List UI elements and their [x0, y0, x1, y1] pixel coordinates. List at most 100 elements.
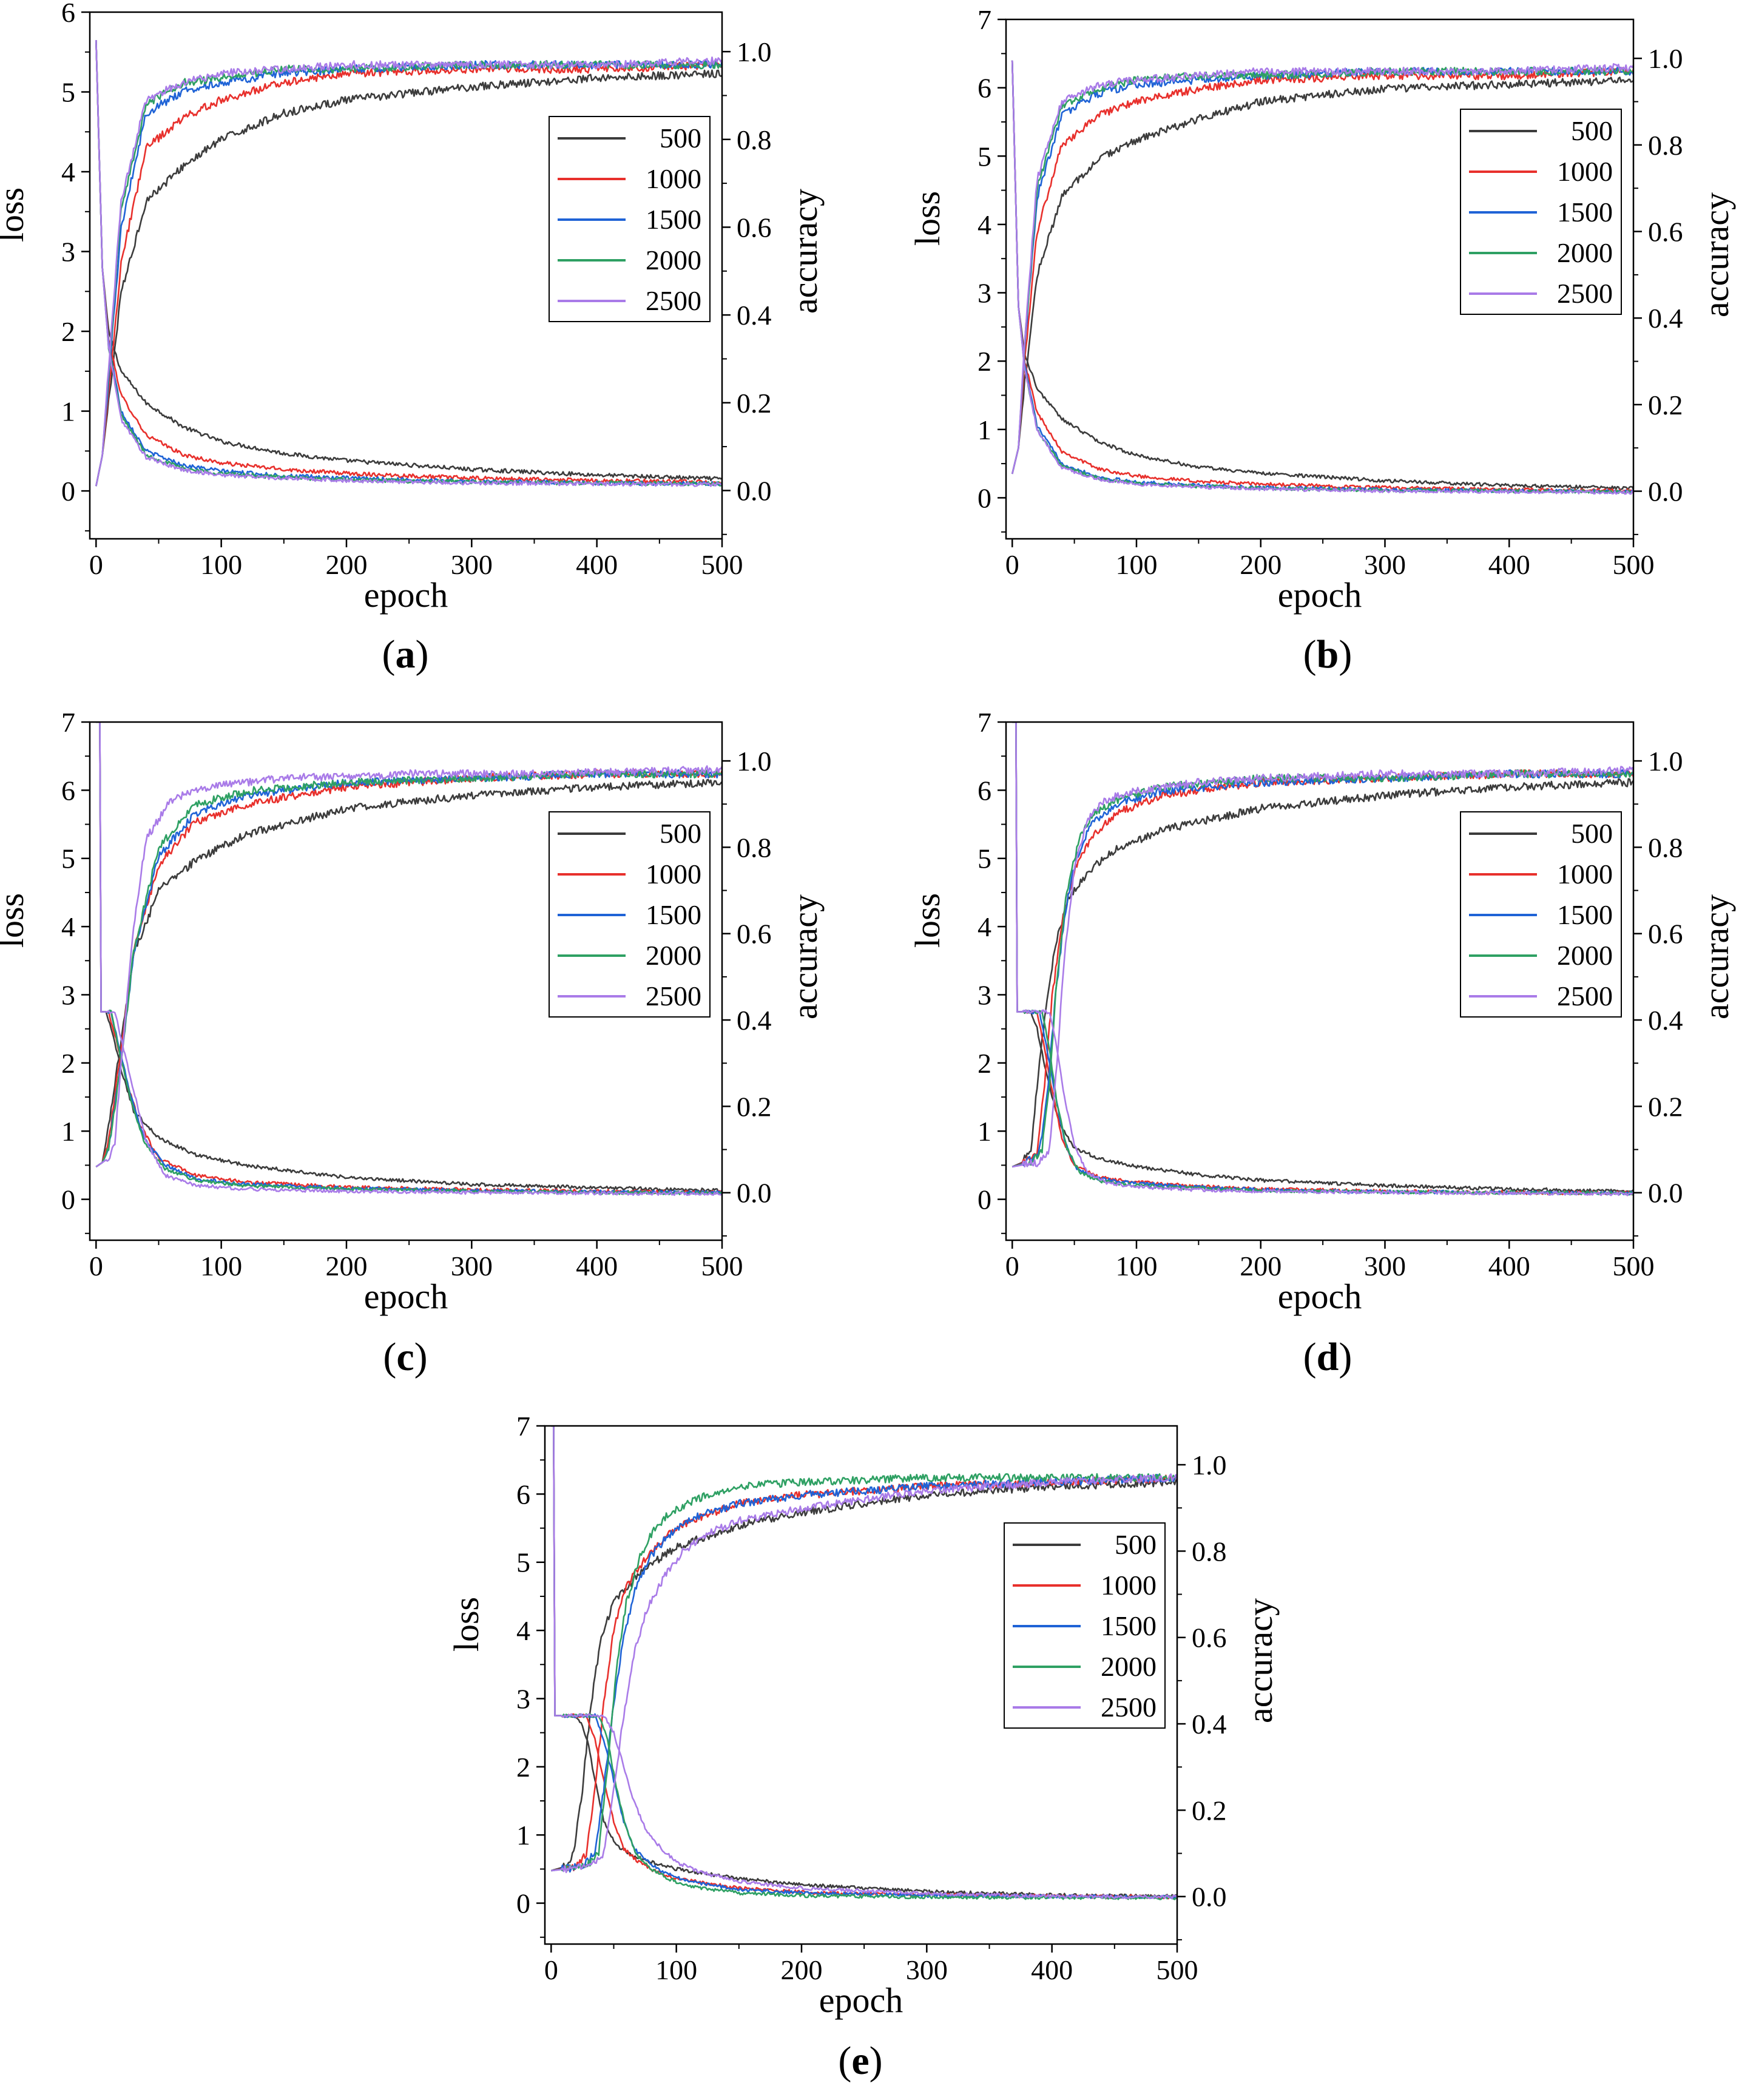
y-tick-label: 2	[61, 1048, 75, 1079]
legend-label-1500: 1500	[646, 204, 701, 235]
legend-label-1500: 1500	[1101, 1610, 1157, 1641]
series-lines-d	[1011, 722, 1633, 1197]
series-accuracy-2500	[95, 56, 722, 487]
y2-tick-label: 0.8	[1648, 130, 1683, 161]
x-axis-label: epoch	[1278, 575, 1362, 615]
panel-caption: (c)	[383, 1335, 427, 1379]
x-tick-label: 0	[89, 549, 103, 580]
y-tick-label: 4	[61, 911, 75, 942]
x-tick-label: 300	[451, 1251, 493, 1281]
series-lines-a	[95, 39, 722, 487]
series-lines-c	[95, 722, 722, 1197]
series-lines-b	[1011, 60, 1633, 495]
x-tick-label: 100	[200, 549, 242, 580]
y2-tick-label: 0.4	[737, 300, 772, 331]
legend: 500 1000 1500 2000 2500	[1460, 811, 1622, 1018]
y2-tick-label: 0.4	[1648, 1005, 1683, 1036]
x-tick-label: 0	[1005, 549, 1019, 580]
series-accuracy-500	[550, 1477, 1177, 1872]
x-axis-label: epoch	[1278, 1277, 1362, 1316]
legend: 500 1000 1500 2000 2500	[549, 116, 711, 322]
y-tick-label: 3	[516, 1683, 530, 1714]
y-tick-label: 0	[516, 1888, 530, 1919]
y-tick-label: 0	[61, 476, 75, 507]
legend: 500 1000 1500 2000 2500	[549, 811, 711, 1018]
y2-tick-label: 0.8	[1648, 832, 1683, 863]
x-tick-label: 100	[655, 1954, 697, 1985]
legend-label-2000: 2000	[646, 940, 701, 971]
x-tick-label: 500	[701, 1251, 743, 1281]
series-loss-2500	[551, 1426, 1177, 1900]
x-tick-label: 300	[1364, 549, 1406, 580]
series-loss-2500	[1011, 60, 1633, 495]
y2-axis-label: accuracy	[785, 894, 825, 1019]
y2-axis-label: accuracy	[1240, 1598, 1280, 1723]
legend-label-2000: 2000	[1101, 1651, 1157, 1682]
series-accuracy-2500	[1012, 766, 1633, 1168]
y-tick-label: 0	[61, 1184, 75, 1215]
y-tick-label: 1	[978, 1116, 991, 1147]
legend-label-500: 500	[1571, 115, 1613, 146]
y2-tick-label: 0.6	[737, 212, 772, 243]
x-tick-label: 0	[89, 1251, 103, 1281]
x-tick-label: 400	[576, 549, 618, 580]
y-tick-label: 5	[516, 1547, 530, 1578]
chart-panel-d: 0 100 200 300 400 500 0 1 2 3 4 5 6 7 0.0 0.2 0.4 0.6 0.8 1…	[908, 707, 1736, 1379]
y-tick-label: 6	[516, 1479, 530, 1510]
x-tick-label: 200	[780, 1954, 822, 1985]
y2-axis-label: accuracy	[1697, 192, 1736, 317]
series-accuracy-1500	[551, 1474, 1177, 1873]
chart-panel-b: 0 100 200 300 400 500 0 1 2 3 4 5 6 7 0.0 0.2 0.4 0.6 0.8 1…	[908, 4, 1736, 677]
x-tick-label: 500	[1613, 1251, 1655, 1281]
legend-label-1000: 1000	[1557, 859, 1613, 890]
y2-tick-label: 0.2	[1648, 1091, 1683, 1122]
panel-caption: (d)	[1303, 1335, 1352, 1379]
legend-label-2000: 2000	[1557, 940, 1613, 971]
y-axis-label: loss	[908, 893, 947, 948]
y2-tick-label: 0.0	[737, 1178, 772, 1209]
x-tick-label: 300	[906, 1954, 948, 1985]
legend-label-1000: 1000	[646, 163, 701, 194]
series-loss-500	[95, 39, 722, 482]
y-tick-label: 5	[61, 77, 75, 108]
y-axis-label: loss	[0, 893, 31, 948]
y-axis-label: loss	[0, 187, 31, 242]
y-tick-label: 0	[978, 482, 991, 513]
panel-caption: (e)	[838, 2039, 882, 2083]
legend-label-2500: 2500	[646, 981, 701, 1011]
series-accuracy-500	[95, 778, 722, 1168]
x-tick-label: 0	[1005, 1251, 1019, 1281]
legend-label-500: 500	[660, 123, 701, 154]
series-loss-2500	[95, 39, 722, 487]
y-tick-label: 6	[61, 0, 75, 28]
y-tick-label: 4	[978, 209, 991, 240]
x-tick-label: 200	[325, 549, 367, 580]
y-tick-label: 4	[978, 911, 991, 942]
legend-label-2500: 2500	[1557, 278, 1613, 309]
y-tick-label: 7	[978, 707, 991, 738]
y2-tick-label: 0.0	[1648, 476, 1683, 507]
y2-tick-label: 0.0	[1192, 1882, 1227, 1913]
y2-tick-label: 0.2	[737, 1091, 772, 1122]
legend-label-1000: 1000	[1101, 1570, 1157, 1601]
chart-panel-a: 0 100 200 300 400 500 0 1 2 3 4 5 6 0.0 0.2 0.4 0.6 0.8 1.…	[0, 0, 825, 677]
y-tick-label: 5	[978, 141, 991, 172]
y-tick-label: 2	[61, 316, 75, 347]
series-accuracy-2000	[551, 1473, 1177, 1872]
series-loss-2000	[1011, 60, 1633, 495]
x-tick-label: 500	[1613, 549, 1655, 580]
series-accuracy-2500	[95, 765, 722, 1168]
y2-tick-label: 0.6	[1648, 217, 1683, 248]
y-tick-label: 1	[61, 396, 75, 427]
x-tick-label: 300	[1364, 1251, 1406, 1281]
y2-axis-label: accuracy	[785, 189, 825, 314]
x-tick-label: 300	[451, 549, 493, 580]
y-tick-label: 1	[978, 414, 991, 445]
y-tick-label: 6	[978, 775, 991, 806]
legend: 500 1000 1500 2000 2500	[1460, 109, 1622, 315]
plot-frame	[89, 11, 723, 540]
x-tick-label: 0	[544, 1954, 558, 1985]
y2-tick-label: 0.0	[737, 475, 772, 506]
series-accuracy-2500	[551, 1473, 1177, 1874]
